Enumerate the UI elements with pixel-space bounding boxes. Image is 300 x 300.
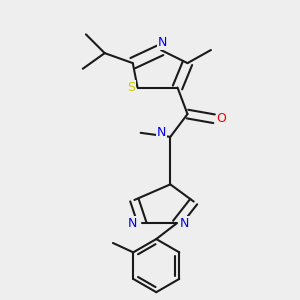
Text: N: N [128, 217, 137, 230]
Text: S: S [127, 81, 135, 94]
Text: N: N [158, 36, 167, 49]
Text: N: N [180, 217, 189, 230]
Text: O: O [217, 112, 226, 124]
Text: N: N [157, 126, 166, 139]
